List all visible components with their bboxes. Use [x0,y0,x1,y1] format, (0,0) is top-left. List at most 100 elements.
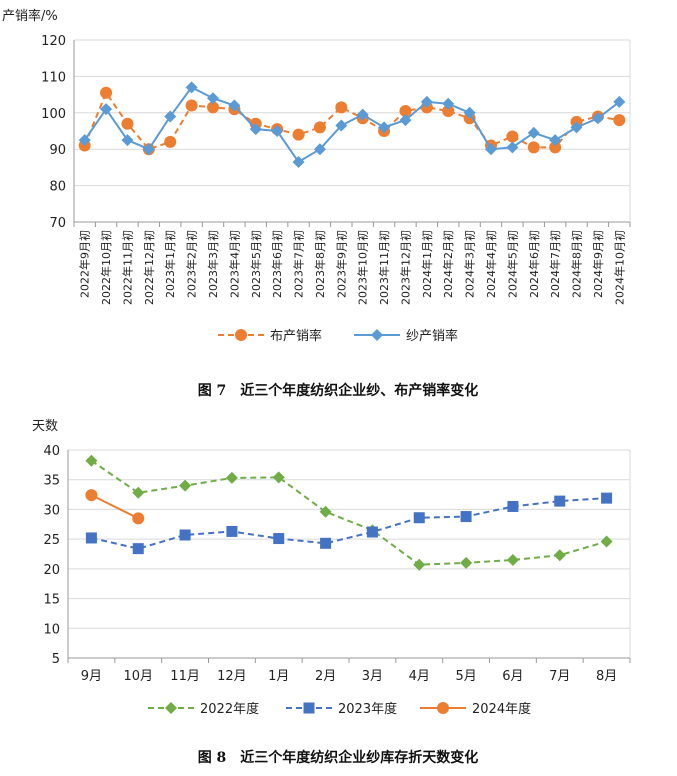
data-point [121,117,134,130]
data-point [164,110,177,123]
legend-label: 2024年度 [472,701,531,717]
data-point [613,95,626,108]
data-point [185,99,198,112]
data-point [179,529,191,541]
data-point [527,141,540,154]
legend: 布产销率 纱产销率 [218,328,458,344]
x-tick-label: 7月 [549,669,570,684]
data-point [554,495,566,507]
data-point [420,95,433,108]
data-point [228,99,241,112]
data-point [132,543,144,555]
x-tick-label: 2023年9月初 [334,230,348,298]
data-point [142,143,155,156]
x-tick-label: 2022年11月初 [120,230,134,305]
data-point [356,108,369,121]
x-tick-label: 2024年4月初 [484,230,498,298]
data-point [207,101,219,114]
data-point [132,486,145,499]
y-tick-label: 40 [43,444,60,459]
data-point [273,533,285,545]
y-tick-label: 25 [43,533,60,548]
x-tick-label: 2024年6月初 [527,230,541,298]
data-point [179,479,192,492]
x-tick-label: 11月 [170,669,200,684]
y-tick-label: 5 [52,652,60,667]
data-point [613,114,626,127]
legend-swatch-marker [303,702,315,714]
x-tick-label: 2023年2月初 [185,230,199,298]
x-tick-label: 1月 [268,669,289,684]
legend-swatch-marker [437,702,449,714]
legend-label: 布产销率 [270,328,322,344]
x-tick-label: 2023年6月初 [270,230,284,298]
series-1 [85,492,613,555]
chart-1-sales-rate: 70 80 90 100 110 120 2022年9月初 2022年10月初 2022年11月… [2,8,631,399]
x-tick-label: 2023年12月初 [398,230,412,305]
x-tick-label: 3月 [362,669,383,684]
data-point [506,141,519,154]
y-tick-label: 80 [49,180,66,195]
data-point [460,556,473,569]
data-point [85,532,97,544]
legend-label: 纱产销率 [406,328,458,344]
x-tick-label: 2024年5月初 [505,230,519,298]
data-point [527,126,540,139]
data-point [549,134,562,147]
y-tick-label: 10 [43,622,60,637]
data-point [601,492,613,504]
y-axis-title: 天数 [32,419,58,434]
x-tick-label: 2024年3月初 [463,230,477,298]
chart-2-inventory-days: 5 10 15 20 25 30 35 40 9月 10月 11月 12月 1月 2月 3月 4月 5月 6月 7月… [32,419,631,766]
series-line [91,497,607,550]
x-tick-label: 2022年10月初 [99,230,113,305]
data-point [100,86,113,99]
data-point [335,119,348,132]
x-tick-label: 5月 [455,669,476,684]
x-tick-label: 12月 [217,669,247,684]
data-point [272,471,285,484]
data-point [399,104,412,117]
data-point [132,512,145,525]
y-tick-label: 120 [41,34,66,49]
data-point [292,155,305,168]
x-tick-label: 4月 [409,669,430,684]
data-point [460,511,472,523]
data-point [463,106,476,119]
data-point [378,121,391,134]
data-point [207,92,219,105]
legend-label: 2022年度 [200,701,259,717]
y-tick-label: 30 [43,503,60,518]
x-tick-label: 2023年11月初 [377,230,391,305]
data-point [553,549,566,562]
data-point [78,134,91,147]
x-tick-label: 2024年7月初 [548,230,562,298]
x-tick-label: 2024年2月初 [441,230,455,298]
series-2 [85,489,145,525]
x-tick-label: 2023年8月初 [313,230,327,298]
y-axis-title: 产销率/% [2,8,58,24]
data-point [442,104,455,117]
data-point [320,537,332,549]
data-point [85,489,98,502]
data-point [313,143,326,156]
data-point [335,101,348,114]
series-line [83,86,620,164]
data-point [185,81,198,94]
legend-swatch-marker [235,329,247,341]
legend-label: 2023年度 [338,701,397,717]
legend: 2022年度 2023年度 2024年度 [148,701,531,717]
x-tick-label: 2024年8月初 [570,230,584,298]
data-point [600,535,613,548]
y-tick-label: 90 [49,143,66,158]
data-point [121,134,134,147]
y-tick-label: 70 [49,216,66,231]
data-point [413,558,426,571]
data-point [313,121,326,134]
figure-caption: 图 7 近三个年度纺织企业纱、布产销率变化 [198,382,479,399]
data-point [506,130,519,143]
data-point [271,125,284,137]
data-point [225,471,238,484]
data-point [413,512,425,524]
